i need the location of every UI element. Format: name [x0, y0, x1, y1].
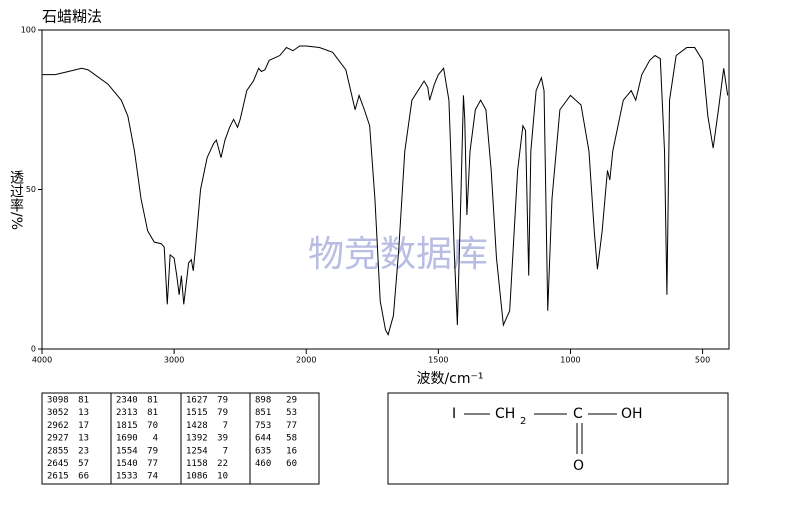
x-tick-label: 1000	[560, 356, 580, 365]
peak-wavenumber: 1086	[186, 472, 208, 482]
peak-wavenumber: 1515	[186, 408, 208, 418]
atom: I	[452, 406, 456, 422]
peak-wavenumber: 2313	[116, 408, 138, 418]
y-axis-label: 透过率/%	[8, 170, 24, 230]
peak-transmittance: 13	[78, 434, 89, 444]
structure-frame	[387, 392, 729, 485]
peak-wavenumber: 2927	[47, 434, 69, 444]
peak-transmittance: 23	[78, 446, 89, 456]
y-tick-label: 0	[31, 345, 36, 354]
spectrum-line	[42, 45, 729, 336]
peak-transmittance: 22	[217, 459, 228, 469]
peak-transmittance: 77	[147, 459, 158, 469]
peak-transmittance: 79	[217, 396, 228, 406]
peak-transmittance: 70	[147, 421, 158, 431]
chart-title: 石蜡糊法	[42, 8, 102, 26]
x-tick-label: 4000	[32, 356, 52, 365]
peak-transmittance: 7	[223, 421, 228, 431]
peak-transmittance: 7	[223, 446, 228, 456]
atom: OH	[621, 406, 643, 422]
structure: I CH 2 C OH O	[452, 406, 643, 474]
peak-wavenumber: 2615	[47, 472, 69, 482]
peak-transmittance: 4	[153, 434, 158, 444]
peak-wavenumber: 1690	[116, 434, 138, 444]
peak-wavenumber: 1158	[186, 459, 208, 469]
y-tick-label: 50	[26, 185, 36, 194]
peak-transmittance: 39	[217, 434, 228, 444]
peak-transmittance: 77	[286, 421, 297, 431]
peak-wavenumber: 1815	[116, 421, 138, 431]
peak-transmittance: 57	[78, 459, 89, 469]
peak-transmittance: 13	[78, 408, 89, 418]
peak-wavenumber: 3052	[47, 408, 69, 418]
peak-transmittance: 10	[217, 472, 228, 482]
peak-wavenumber: 644	[255, 434, 271, 444]
x-tick-label: 1500	[428, 356, 448, 365]
peak-wavenumber: 635	[255, 446, 271, 456]
peak-wavenumber: 1540	[116, 459, 138, 469]
x-tick-label: 500	[695, 356, 710, 365]
peak-wavenumber: 2340	[116, 396, 138, 406]
peak-wavenumber: 1428	[186, 421, 208, 431]
peak-wavenumber: 1254	[186, 446, 208, 456]
x-tick-label: 3000	[164, 356, 184, 365]
peak-wavenumber: 460	[255, 459, 271, 469]
peak-wavenumber: 1554	[116, 446, 138, 456]
peak-transmittance: 60	[286, 459, 297, 469]
atom: C	[573, 406, 583, 422]
peak-transmittance: 16	[286, 446, 297, 456]
peak-transmittance: 81	[147, 408, 158, 418]
peak-transmittance: 66	[78, 472, 89, 482]
peak-transmittance: 53	[286, 408, 297, 418]
peak-transmittance: 81	[147, 396, 158, 406]
subscript: 2	[520, 416, 526, 427]
plot-frame	[41, 29, 730, 350]
peak-transmittance: 58	[286, 434, 297, 444]
atom: CH	[495, 406, 515, 422]
y-tick-label: 100	[21, 26, 36, 35]
peak-wavenumber: 2645	[47, 459, 69, 469]
peak-transmittance: 29	[286, 396, 297, 406]
peak-wavenumber: 2962	[47, 421, 69, 431]
peak-wavenumber: 753	[255, 421, 271, 431]
peak-transmittance: 79	[217, 408, 228, 418]
peak-wavenumber: 1392	[186, 434, 208, 444]
peak-wavenumber: 2855	[47, 446, 69, 456]
peak-transmittance: 81	[78, 396, 89, 406]
atom: O	[573, 458, 584, 474]
peak-transmittance: 79	[147, 446, 158, 456]
x-axis-label: 波数/cm⁻¹	[416, 371, 483, 387]
peak-wavenumber: 898	[255, 396, 271, 406]
x-tick-label: 2000	[296, 356, 316, 365]
peak-transmittance: 74	[147, 472, 158, 482]
peak-wavenumber: 1627	[186, 396, 208, 406]
peak-wavenumber: 1533	[116, 472, 138, 482]
peak-wavenumber: 851	[255, 408, 271, 418]
peak-wavenumber: 3098	[47, 396, 69, 406]
peak-transmittance: 17	[78, 421, 89, 431]
